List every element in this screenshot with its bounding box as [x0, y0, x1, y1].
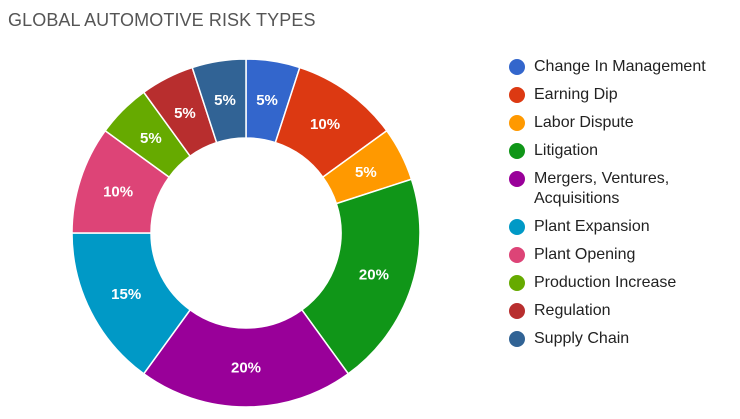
legend-label-mergers-ventures-acquisitions: Mergers, Ventures, [534, 170, 670, 187]
legend-swatch-regulation [509, 303, 525, 319]
legend-item-plant-expansion[interactable]: Plant Expansion [509, 217, 737, 237]
legend-label-labor-dispute: Labor Dispute [534, 114, 634, 131]
legend-label-litigation: Litigation [534, 142, 599, 159]
slice-litigation[interactable] [300, 178, 421, 375]
legend-swatch-production-increase [509, 275, 525, 291]
donut-chart: 5% 10% 5% 20% 20% 15% 10% 5% 5% 5% [71, 58, 421, 408]
legend-label-production-increase: Production Increase [534, 274, 677, 291]
chart-legend: Change In Management Earning Dip Labor Dis… [509, 57, 737, 357]
legend-label-mergers-ventures-acquisitions: Acquisitions [534, 190, 620, 207]
legend-label-change-in-management: Change In Management [534, 58, 706, 75]
legend-item-production-increase[interactable]: Production Increase [509, 273, 737, 293]
legend-swatch-plant-opening [509, 247, 525, 263]
legend-item-labor-dispute[interactable]: Labor Dispute [509, 113, 737, 133]
legend-item-earning-dip[interactable]: Earning Dip [509, 85, 737, 105]
legend-swatch-labor-dispute [509, 115, 525, 131]
legend-item-change-in-management[interactable]: Change In Management [509, 57, 737, 77]
slice-mergers-ventures-acquisitions[interactable] [142, 308, 350, 408]
legend-label-earning-dip: Earning Dip [534, 86, 618, 103]
legend-swatch-mergers-ventures-acquisitions [509, 171, 525, 187]
chart-title: GLOBAL AUTOMOTIVE RISK TYPES [8, 10, 316, 30]
slice-label-mergers-ventures-acquisitions: 20% [231, 360, 261, 377]
legend-item-plant-opening[interactable]: Plant Opening [509, 245, 737, 265]
legend-label-plant-opening: Plant Opening [534, 246, 636, 263]
legend-swatch-earning-dip [509, 87, 525, 103]
legend-item-supply-chain[interactable]: Supply Chain [509, 329, 737, 349]
legend-label-plant-expansion: Plant Expansion [534, 218, 650, 235]
legend-item-mergers-ventures-acquisitions[interactable]: Mergers, Ventures, Acquisitions [509, 169, 737, 209]
slice-label-supply-chain: 5% [214, 92, 236, 109]
slice-label-earning-dip: 10% [310, 116, 340, 133]
legend-swatch-litigation [509, 143, 525, 159]
slice-label-plant-expansion: 15% [111, 286, 141, 303]
slice-label-plant-opening: 10% [103, 183, 133, 200]
slice-label-change-in-management: 5% [256, 92, 278, 109]
legend-swatch-supply-chain [509, 331, 525, 347]
legend-label-regulation: Regulation [534, 302, 611, 319]
legend-swatch-change-in-management [509, 59, 525, 75]
slice-label-regulation: 5% [174, 105, 196, 122]
slice-label-litigation: 20% [359, 267, 389, 284]
legend-swatch-plant-expansion [509, 219, 525, 235]
slice-label-production-increase: 5% [140, 130, 162, 147]
slice-label-labor-dispute: 5% [355, 164, 377, 181]
legend-item-regulation[interactable]: Regulation [509, 301, 737, 321]
legend-item-litigation[interactable]: Litigation [509, 141, 737, 161]
slice-supply-chain[interactable] [191, 58, 247, 144]
legend-label-supply-chain: Supply Chain [534, 330, 630, 347]
